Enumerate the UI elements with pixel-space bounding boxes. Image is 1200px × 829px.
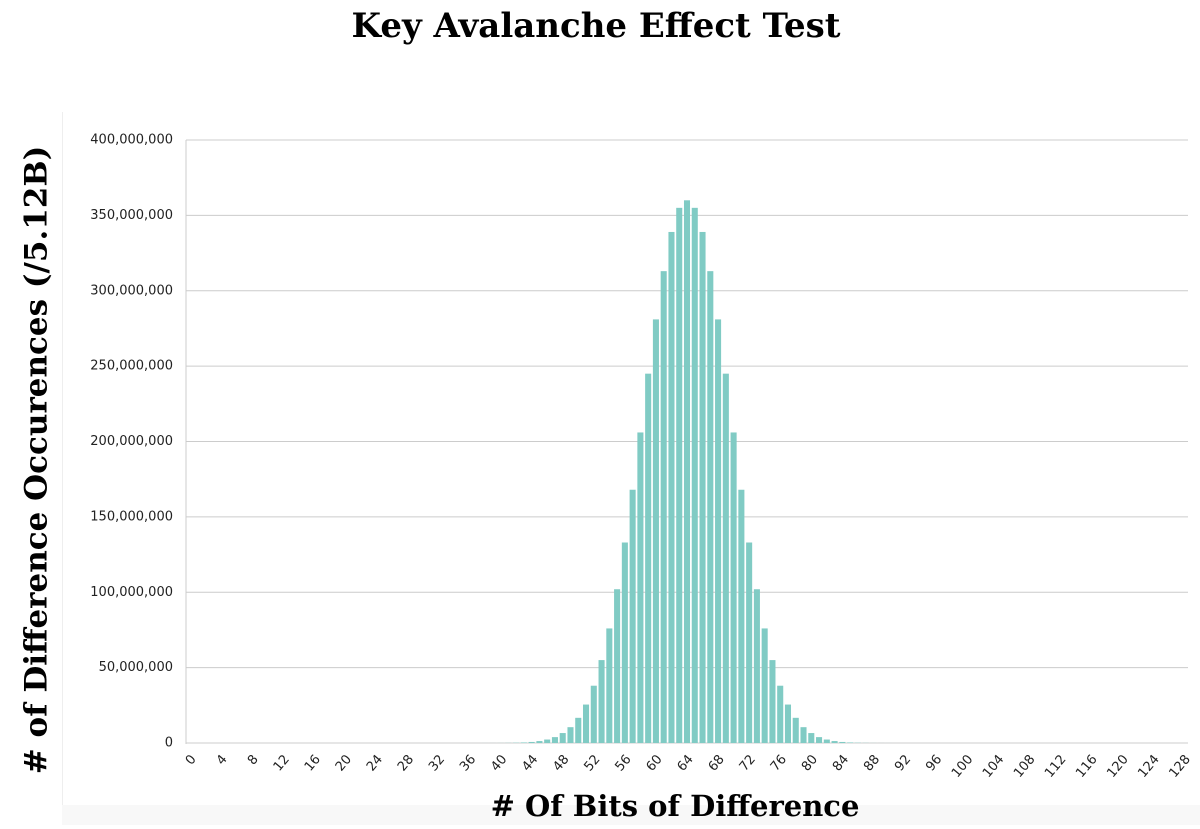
x-tick-label: 52: [581, 752, 603, 774]
y-tick-label: 0: [165, 736, 173, 751]
x-tick-label: 96: [923, 752, 945, 774]
bar: [839, 742, 845, 743]
bar: [754, 589, 760, 743]
x-tick-label: 0: [183, 752, 200, 768]
chart-title: Key Avalanche Effect Test: [352, 6, 841, 46]
bar: [785, 705, 791, 743]
bar: [808, 733, 814, 743]
bar: [583, 705, 589, 743]
x-tick-label: 108: [1011, 752, 1038, 781]
y-tick-label: 250,000,000: [90, 359, 173, 374]
bar: [723, 374, 729, 743]
x-tick-label: 84: [830, 752, 852, 774]
bar: [692, 208, 698, 743]
x-tick-label: 60: [644, 752, 666, 774]
x-tick-label: 72: [737, 752, 759, 774]
bar: [824, 740, 830, 743]
bar: [544, 740, 550, 743]
bar: [661, 271, 667, 743]
x-tick-label: 48: [550, 752, 572, 774]
bar: [676, 208, 682, 743]
bar: [777, 686, 783, 743]
bar: [769, 660, 775, 743]
bar: [800, 727, 806, 743]
x-tick-label: 24: [364, 752, 386, 774]
bar: [637, 432, 643, 743]
bar: [575, 718, 581, 743]
y-tick-label: 200,000,000: [90, 434, 173, 449]
bar: [536, 741, 542, 743]
y-tick-label: 50,000,000: [99, 660, 173, 675]
x-tick-label: 36: [457, 752, 479, 774]
x-tick-label: 68: [706, 752, 728, 774]
bar: [707, 271, 713, 743]
bar: [746, 543, 752, 743]
x-tick-label: 80: [799, 752, 821, 774]
bar: [622, 543, 628, 743]
bar: [630, 490, 636, 743]
y-tick-label: 300,000,000: [90, 283, 173, 298]
bar: [700, 232, 706, 743]
bar: [521, 742, 527, 743]
x-tick-label: 76: [768, 752, 790, 774]
x-tick-label: 92: [892, 752, 914, 774]
x-tick-label: 40: [488, 752, 510, 774]
x-tick-label: 88: [861, 752, 883, 774]
bar: [591, 686, 597, 743]
bar: [614, 589, 620, 743]
bar: [560, 733, 566, 743]
x-tick-label: 4: [214, 752, 231, 768]
x-tick-label: 120: [1104, 752, 1131, 781]
x-tick-label: 32: [426, 752, 448, 774]
x-tick-label: 116: [1073, 752, 1100, 781]
y-tick-label: 350,000,000: [90, 208, 173, 223]
bar: [738, 490, 744, 743]
bar: [847, 742, 853, 743]
bar: [731, 432, 737, 743]
bar: [668, 232, 674, 743]
x-tick-label: 28: [395, 752, 417, 774]
bar: [762, 628, 768, 743]
bar: [816, 737, 822, 743]
x-tick-label: 56: [612, 752, 634, 774]
x-tick-label: 104: [980, 752, 1007, 781]
bar: [832, 741, 838, 743]
x-tick-label: 20: [333, 752, 355, 774]
y-tick-label: 150,000,000: [90, 509, 173, 524]
x-tick-label: 64: [675, 752, 697, 774]
bar: [645, 374, 651, 743]
bar: [653, 319, 659, 743]
x-tick-label: 128: [1166, 752, 1193, 781]
bar: [552, 737, 558, 743]
bar: [529, 742, 535, 743]
x-tick-label: 16: [302, 752, 324, 774]
x-tick-label: 44: [519, 752, 541, 774]
x-tick-label: 12: [271, 752, 293, 774]
y-tick-label: 100,000,000: [90, 585, 173, 600]
bar: [793, 718, 799, 743]
bar: [715, 319, 721, 743]
bar: [684, 200, 690, 743]
y-tick-label: 400,000,000: [90, 133, 173, 148]
y-axis-label: # of Difference Occurences (/5.12B): [19, 146, 55, 774]
bar: [567, 727, 573, 743]
x-tick-label: 124: [1135, 752, 1162, 781]
x-axis-label: # Of Bits of Difference: [491, 789, 860, 823]
bar: [599, 660, 605, 743]
x-tick-label: 8: [245, 752, 262, 768]
x-tick-label: 112: [1042, 752, 1069, 781]
bar: [606, 628, 612, 743]
x-tick-label: 100: [949, 752, 976, 781]
